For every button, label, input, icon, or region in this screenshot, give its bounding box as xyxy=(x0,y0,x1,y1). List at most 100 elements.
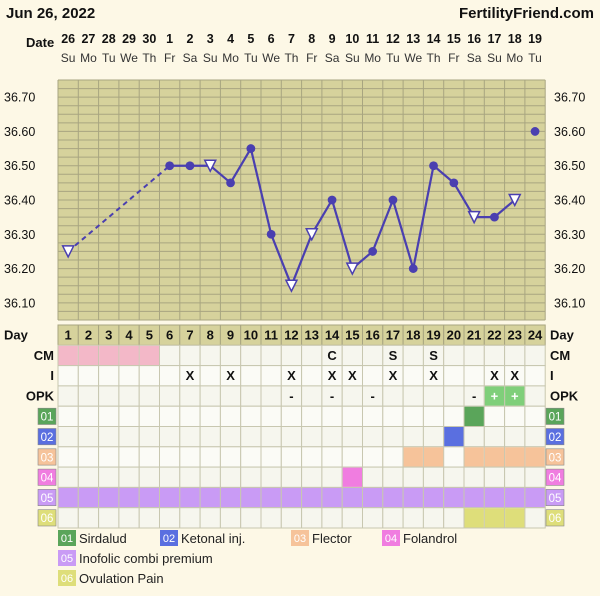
row-badge-left xyxy=(37,428,57,446)
row-badge-right xyxy=(545,509,565,527)
row-cell xyxy=(219,405,242,428)
row-cell xyxy=(260,446,282,468)
row-cell xyxy=(57,426,79,448)
legend-code: 02 xyxy=(163,533,175,545)
row-entry-fill xyxy=(58,345,78,366)
row-badge-left xyxy=(37,468,57,486)
row-entry-fill xyxy=(484,386,505,406)
weekday-label: We xyxy=(404,51,422,65)
brand-name[interactable]: FertilityFriend.com xyxy=(459,5,594,22)
legend-label: Ovulation Pain xyxy=(79,571,164,586)
cycle-day-label: 1 xyxy=(65,328,72,343)
row-cell xyxy=(260,344,282,367)
row-cell xyxy=(280,466,303,488)
row-cell xyxy=(280,486,303,509)
row-cell xyxy=(321,426,343,448)
row-cell xyxy=(422,385,445,407)
date-label: 8 xyxy=(308,32,315,46)
row-cell xyxy=(463,486,485,509)
row-entry-mark: X xyxy=(287,368,296,383)
row-cell xyxy=(118,466,140,488)
row-cell xyxy=(77,446,100,468)
legend-label: Folandrol xyxy=(403,531,457,546)
row-badge-left-text: 01 xyxy=(41,412,54,424)
row-entry-fill xyxy=(505,386,525,406)
row-cell xyxy=(341,405,364,428)
cycle-day-label: 20 xyxy=(447,328,461,343)
date-label: 14 xyxy=(427,32,441,46)
legend-swatch xyxy=(160,530,178,546)
weekday-label: Sa xyxy=(325,51,340,65)
cycle-day-label: 17 xyxy=(386,328,400,343)
row-cell xyxy=(524,507,546,529)
cycle-day-label: 7 xyxy=(186,328,193,343)
legend-swatch xyxy=(58,550,76,566)
row-cell xyxy=(98,486,120,509)
date-label: 17 xyxy=(487,32,501,46)
day-row-label-left: Day xyxy=(4,328,29,343)
row-cell xyxy=(98,405,120,428)
row-cell xyxy=(504,426,526,448)
row-cell xyxy=(362,486,384,509)
row-entry-mark: X xyxy=(389,368,398,383)
row-cell xyxy=(382,507,404,529)
row-entry-mark: - xyxy=(330,388,334,403)
date-label: 28 xyxy=(102,32,116,46)
row-cell xyxy=(524,486,546,509)
row-cell xyxy=(98,426,120,448)
y-tick-label-left: 36.30 xyxy=(4,228,35,242)
row-cell xyxy=(321,507,343,529)
row-cell xyxy=(240,405,262,428)
row-cell xyxy=(57,385,79,407)
row-badge-left-text: 03 xyxy=(41,452,54,464)
row-cell xyxy=(199,466,221,488)
temp-point-triangle xyxy=(203,159,217,173)
row-badge-right xyxy=(545,448,565,466)
row-cell xyxy=(138,426,160,448)
row-cell xyxy=(98,507,120,529)
row-badge-right xyxy=(545,468,565,486)
row-badge-left-text: 05 xyxy=(41,493,54,505)
row-entry-fill xyxy=(403,447,423,467)
row-cell xyxy=(260,507,282,529)
date-label: 7 xyxy=(288,32,295,46)
legend-swatch xyxy=(291,530,309,546)
date-row-label: Date xyxy=(26,35,54,50)
temp-point xyxy=(165,161,175,171)
row-label-right: CM xyxy=(550,348,570,363)
y-tick-label-left: 36.40 xyxy=(4,194,35,208)
cycle-day-label: 10 xyxy=(244,328,258,343)
legend-code: 03 xyxy=(294,533,306,545)
row-cell xyxy=(382,385,404,407)
row-cell xyxy=(118,365,140,387)
row-cell xyxy=(57,405,79,428)
row-cell xyxy=(77,466,100,488)
y-tick-label-right: 36.70 xyxy=(554,91,585,105)
row-cell xyxy=(382,405,404,428)
row-cell xyxy=(422,466,445,488)
row-cell xyxy=(199,344,221,367)
row-cell xyxy=(341,344,364,367)
row-entry-fill xyxy=(99,345,119,366)
row-cell xyxy=(118,426,140,448)
row-cell xyxy=(219,466,242,488)
row-entry-fill xyxy=(525,447,545,467)
row-cell xyxy=(159,365,181,387)
cycle-day-label: 13 xyxy=(305,328,319,343)
cycle-day-label: 6 xyxy=(166,328,173,343)
row-cell xyxy=(443,446,465,468)
row-badge-right xyxy=(545,407,565,425)
row-cell xyxy=(159,405,181,428)
date-label: 10 xyxy=(345,32,359,46)
date-label: 19 xyxy=(528,32,542,46)
row-cell xyxy=(77,405,100,428)
row-cell xyxy=(179,507,201,529)
row-cell xyxy=(77,385,100,407)
weekday-label: Mo xyxy=(80,51,97,65)
row-cell xyxy=(280,446,303,468)
row-cell xyxy=(199,426,221,448)
date-label: 29 xyxy=(122,32,136,46)
row-cell xyxy=(260,486,282,509)
row-cell xyxy=(219,385,242,407)
